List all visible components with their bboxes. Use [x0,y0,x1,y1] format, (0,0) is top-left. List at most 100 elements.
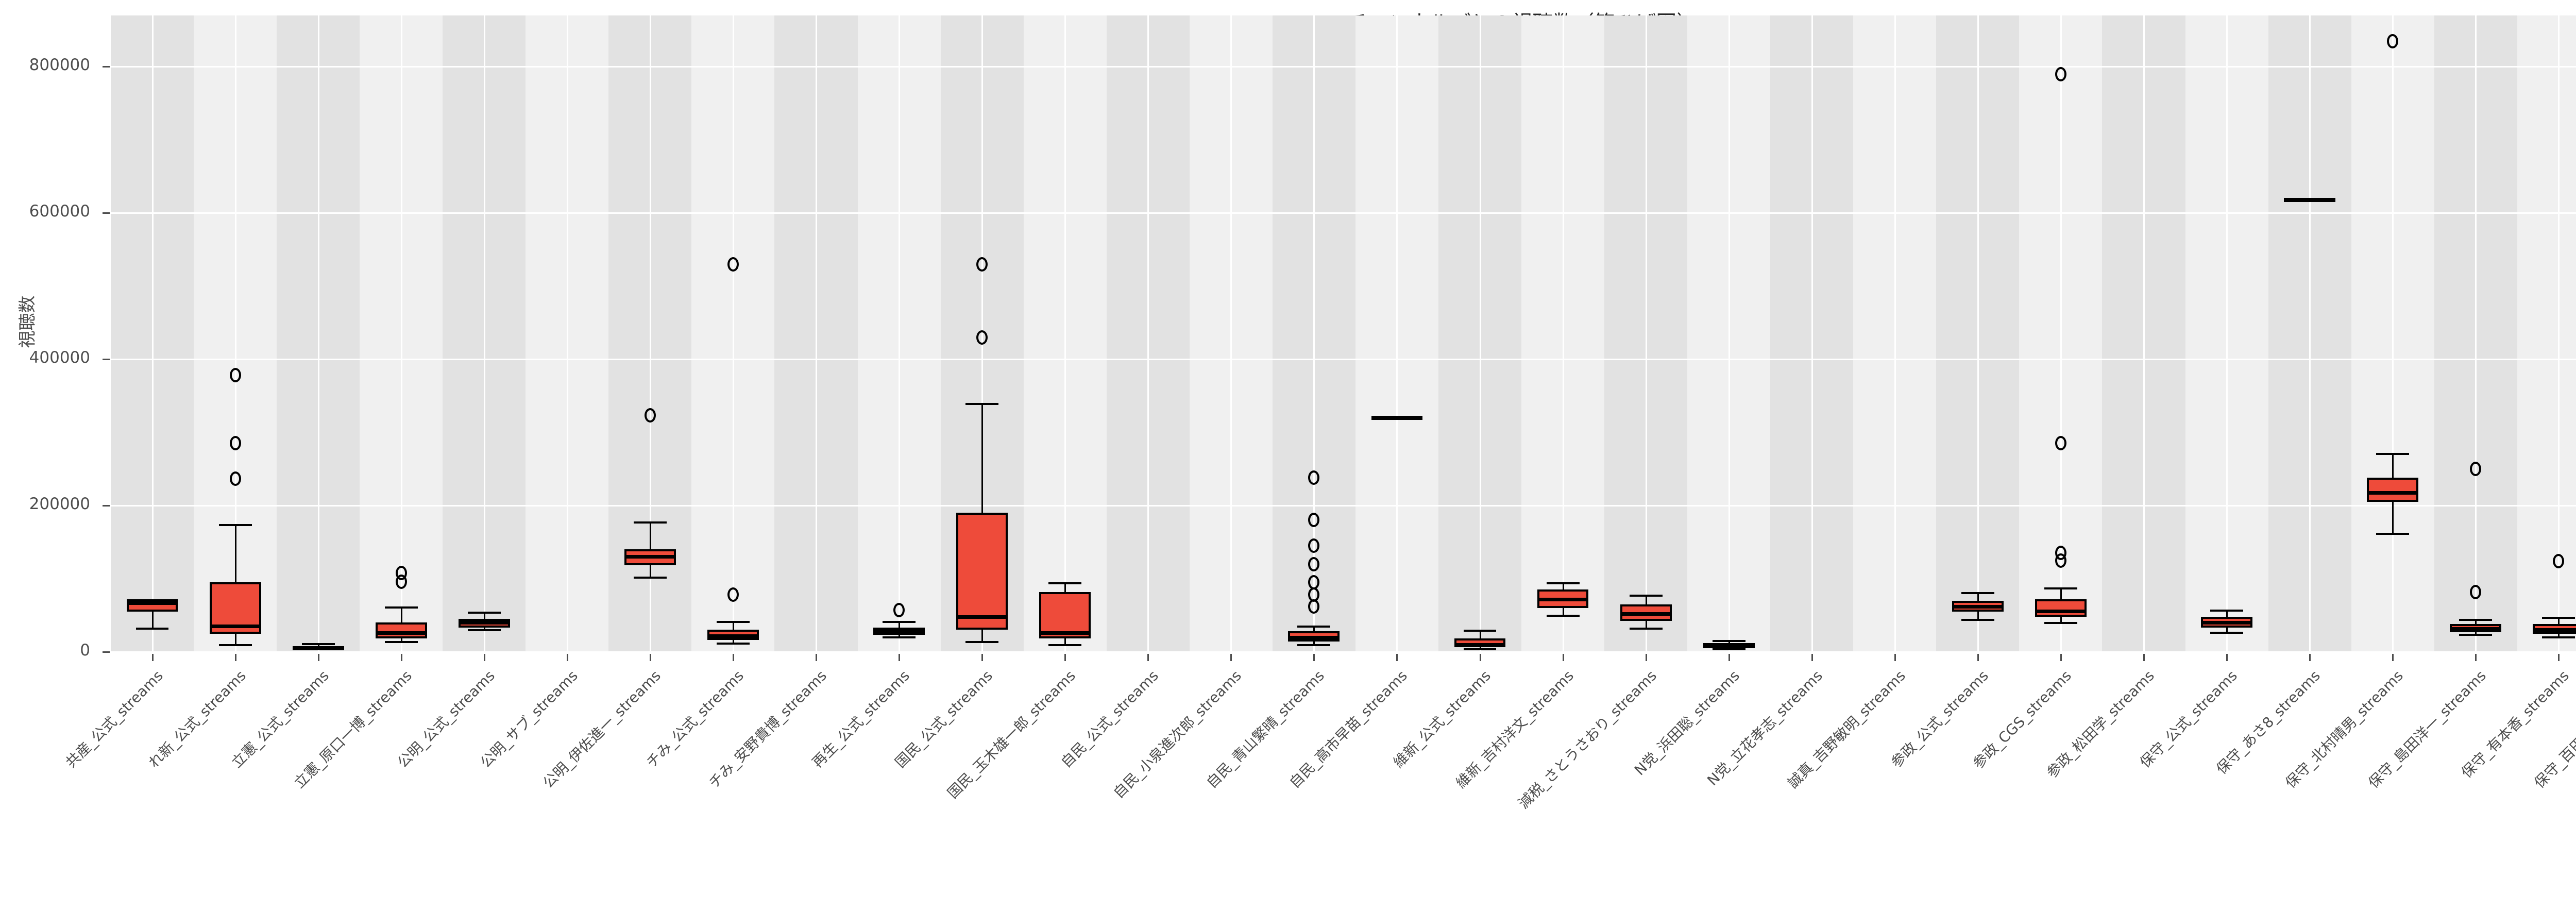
boxplot-outlier [229,471,241,486]
boxplot-whisker-upper [1562,582,1564,590]
boxplot-cap-lower [1712,648,1745,651]
boxplot-whisker-lower [1977,611,1979,621]
boxplot-cap-lower [135,628,169,630]
boxplot-median [1952,604,2004,609]
boxplot-whisker-lower [1313,642,1315,646]
boxplot-median [873,630,925,634]
x-axis-tick-mark [649,654,651,661]
boxplot[interactable] [111,15,2576,652]
boxplot-cap-upper [384,606,418,609]
boxplot[interactable] [111,15,2576,652]
y-axis-tick-label: 0 [80,641,90,660]
boxplot[interactable] [111,15,2576,652]
boxplot-outlier [229,436,241,451]
x-axis-tick-mark [400,654,402,661]
gridline-horizontal [111,505,2576,507]
boxplot-cap-lower [1629,628,1663,630]
boxplot-cap-upper [1048,582,1082,585]
boxplot-cap-lower [2376,532,2410,535]
boxplot-outlier [2470,462,2482,477]
boxplot-median [1703,644,1755,648]
gridline-vertical [2392,15,2394,652]
boxplot-median [2367,491,2419,495]
boxplot-cap-lower [883,636,916,639]
boxplot-cap-lower [2210,631,2243,634]
boxplot[interactable] [111,15,2576,652]
boxplot-median [2035,609,2087,613]
gridline-horizontal [111,359,2576,361]
boxplot-whisker-lower [649,565,651,579]
boxplot-cap-lower [467,629,501,632]
boxplot[interactable] [111,15,2576,652]
boxplot-cap-upper [1546,582,1580,585]
gridline-vertical [1313,15,1315,652]
gridline-vertical [234,15,236,652]
y-axis-tick-label: 800000 [29,56,90,75]
boxplot-median [2450,627,2502,631]
boxplot-whisker-upper [981,403,984,513]
y-axis-tick-mark [103,359,110,361]
x-axis-tick-mark [1811,654,1813,661]
boxplot-median [2201,621,2252,625]
boxplot[interactable] [111,15,2576,652]
boxplot-whisker-lower [234,633,236,646]
boxplot-whisker-upper [732,621,734,630]
boxplot-cap-upper [2044,587,2077,590]
boxplot[interactable] [111,15,2576,652]
boxplot-whisker-upper [899,621,901,628]
boxplot[interactable] [111,15,2576,652]
boxplot[interactable] [111,15,2576,652]
boxplot-outlier [1308,556,1320,571]
boxplot-whisker-upper [2060,587,2062,599]
boxplot-whisker-upper [1064,582,1066,592]
boxplot-whisker-upper [1977,592,1979,601]
boxplot[interactable] [111,15,2576,652]
boxplot[interactable] [111,15,2576,652]
boxplot-whisker-lower [2226,628,2228,634]
x-axis-tick-mark [1894,654,1896,661]
boxplot-cap-upper [1629,595,1663,597]
boxplot-cap-upper [717,621,750,623]
boxplot[interactable] [111,15,2576,652]
x-axis-tick-mark [2475,654,2477,661]
boxplot-cap-lower [218,644,252,646]
boxplot-median [1537,597,1589,601]
boxplot[interactable] [111,15,2576,652]
gridline-vertical [732,15,734,652]
boxplot[interactable] [111,15,2576,652]
gridline-vertical [483,15,485,652]
boxplot[interactable] [111,15,2576,652]
x-axis-tick-mark [1728,654,1730,661]
boxplot[interactable] [111,15,2576,652]
x-axis-tick-mark [1977,654,1979,661]
gridline-vertical [2309,15,2311,652]
boxplot[interactable] [111,15,2576,652]
x-axis-tick-mark [2226,654,2228,661]
boxplot-box [2035,599,2087,617]
x-axis-tick-mark [2558,654,2560,661]
x-axis-tick-mark [483,654,485,661]
boxplot-cap-lower [1297,644,1331,646]
boxplot-whisker-lower [2558,633,2560,639]
boxplot-median [624,555,676,559]
boxplot-whisker-lower [1562,608,1564,617]
boxplot-outlier [893,603,905,618]
boxplot[interactable] [111,15,2576,652]
boxplot-cap-lower [1048,644,1082,646]
boxplot-cap-upper [301,643,335,645]
boxplot-cap-upper [1961,592,1994,594]
boxplot-median [375,631,427,635]
x-axis-tick-mark [2392,654,2394,661]
boxplot[interactable] [111,15,2576,652]
boxplot[interactable] [111,15,2576,652]
boxplot[interactable] [111,15,2576,652]
boxplot[interactable] [111,15,2576,652]
boxplot-whisker-lower [732,640,734,645]
boxplot-cap-upper [965,403,999,406]
boxplot-cap-upper [1297,625,1331,628]
boxplot-outlier [727,587,739,602]
gridline-vertical [649,15,651,652]
boxplot[interactable] [111,15,2576,652]
gridline-vertical [899,15,901,652]
boxplot[interactable] [111,15,2576,652]
